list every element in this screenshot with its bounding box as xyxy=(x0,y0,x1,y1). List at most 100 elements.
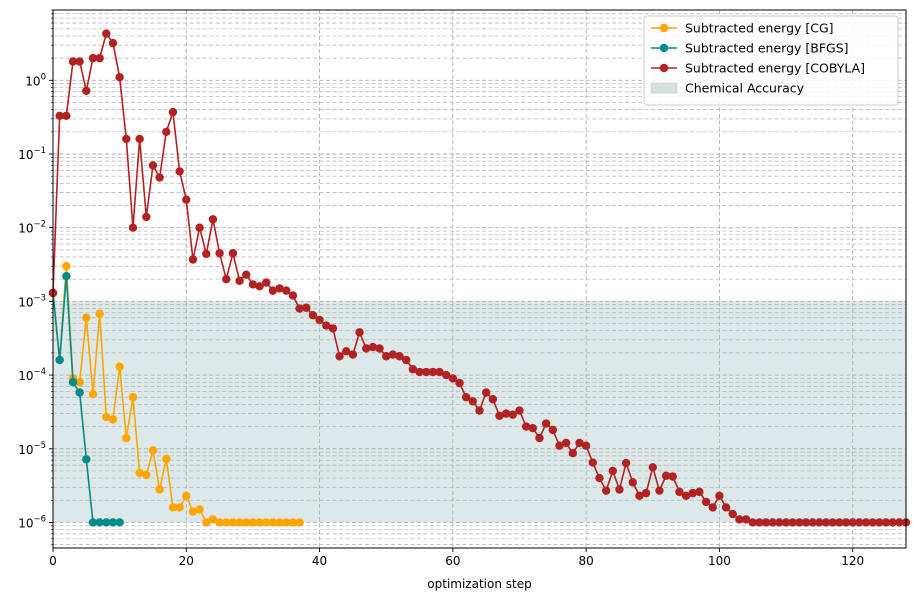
data-point xyxy=(581,441,591,450)
x-tick-label: 60 xyxy=(445,554,460,568)
data-point xyxy=(501,409,511,418)
data-point xyxy=(621,458,631,468)
data-point xyxy=(168,503,178,512)
data-point xyxy=(148,161,158,170)
legend-marker xyxy=(659,23,669,33)
data-point xyxy=(588,458,597,467)
data-point xyxy=(242,270,251,279)
data-point xyxy=(835,518,844,527)
data-point xyxy=(282,518,291,527)
data-point xyxy=(608,466,617,476)
y-tick-label: 10−4 xyxy=(18,367,46,383)
data-point xyxy=(148,446,158,455)
data-point xyxy=(288,291,298,300)
data-point xyxy=(295,518,304,527)
data-point xyxy=(222,518,231,527)
data-point xyxy=(235,518,244,527)
data-point xyxy=(668,472,677,481)
data-point xyxy=(82,455,91,464)
data-point xyxy=(68,57,78,66)
data-point xyxy=(155,485,164,494)
data-point xyxy=(395,352,404,361)
data-point xyxy=(302,303,311,312)
data-point xyxy=(775,518,784,527)
data-point xyxy=(322,321,331,330)
data-point xyxy=(288,518,298,527)
data-point xyxy=(295,304,304,313)
grid-layer xyxy=(52,9,906,548)
data-point xyxy=(575,438,584,448)
data-point xyxy=(895,518,904,527)
data-point xyxy=(688,488,697,498)
data-point xyxy=(508,410,518,419)
x-tick-label: 120 xyxy=(841,554,864,568)
data-point xyxy=(481,388,491,397)
data-point xyxy=(715,491,724,500)
data-point xyxy=(108,38,118,48)
data-point xyxy=(248,518,258,527)
data-point xyxy=(195,505,204,514)
data-point xyxy=(142,212,151,222)
data-point xyxy=(235,276,244,286)
data-point xyxy=(821,518,831,527)
data-point xyxy=(375,344,384,353)
series-1 xyxy=(48,271,124,527)
data-point xyxy=(741,515,751,524)
data-point xyxy=(695,487,704,497)
data-point xyxy=(68,378,78,387)
data-point xyxy=(115,362,124,371)
data-point xyxy=(735,515,744,524)
data-point xyxy=(808,518,817,527)
data-point xyxy=(521,422,531,431)
data-point xyxy=(382,352,391,361)
data-point xyxy=(768,518,777,527)
data-point xyxy=(335,352,344,361)
data-point xyxy=(721,503,731,512)
series-2 xyxy=(48,29,911,527)
data-point xyxy=(461,393,471,402)
data-point xyxy=(188,507,198,516)
data-point xyxy=(102,29,111,38)
data-point xyxy=(115,518,124,527)
data-point xyxy=(875,518,884,527)
data-point xyxy=(62,271,71,281)
data-point xyxy=(641,488,651,498)
y-tick-label: 100 xyxy=(25,72,46,88)
legend-marker xyxy=(659,63,669,73)
data-point xyxy=(495,411,504,421)
data-point xyxy=(262,518,271,527)
data-point xyxy=(175,167,184,176)
data-point xyxy=(781,518,791,527)
data-point xyxy=(628,478,637,487)
data-point xyxy=(841,518,851,527)
data-point xyxy=(595,473,604,483)
data-point xyxy=(408,365,418,374)
data-point xyxy=(135,134,144,144)
data-point xyxy=(548,425,558,435)
data-point xyxy=(655,486,664,495)
data-point xyxy=(248,280,258,289)
data-point xyxy=(888,518,897,527)
data-point xyxy=(55,111,64,120)
legend-label: Subtracted energy [BFGS] xyxy=(685,41,849,56)
data-point xyxy=(801,518,811,527)
data-point xyxy=(635,491,644,500)
data-point xyxy=(282,286,291,295)
legend-band-swatch xyxy=(650,82,678,94)
data-point xyxy=(421,367,431,377)
x-tick-label: 100 xyxy=(708,554,731,568)
tick-layer: 0 20 40 60 80 100 120 10−6 10−5 10−4 10−3 10−2 10−1 1… xyxy=(18,9,864,568)
data-point xyxy=(828,518,837,527)
data-point xyxy=(115,73,124,82)
data-point xyxy=(661,471,671,480)
data-point xyxy=(95,518,104,527)
data-point xyxy=(55,355,64,365)
data-point xyxy=(168,107,178,117)
data-point xyxy=(328,324,338,333)
data-point xyxy=(428,367,438,377)
data-point xyxy=(188,255,198,264)
data-point xyxy=(88,53,98,63)
legend-marker xyxy=(659,43,669,53)
data-point xyxy=(815,518,824,527)
data-point xyxy=(262,278,271,287)
